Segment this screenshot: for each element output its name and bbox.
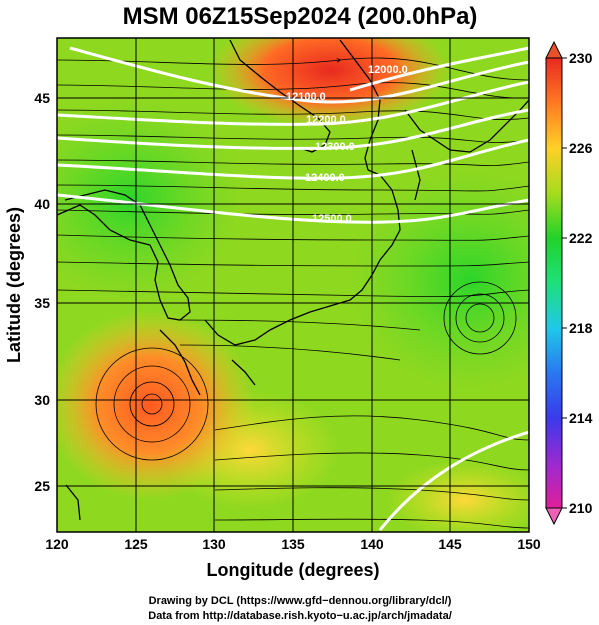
x-tick-label: 130 [202, 536, 226, 552]
coastlines [57, 39, 529, 521]
height-contours [57, 46, 529, 531]
colorbar-tick-label: 210 [569, 500, 593, 516]
y-tick-label: 45 [34, 90, 50, 106]
map-plot-area: 12000.0 12100.0 12200.0 12300.0 12400.0 … [57, 38, 529, 532]
warm-region-north [210, 38, 450, 128]
cool-region [350, 170, 529, 390]
y-tick-label: 30 [34, 392, 50, 408]
x-tick-label: 125 [124, 536, 148, 552]
contour-label: 12500.0 [312, 213, 352, 225]
x-axis-ticks: 120 125 130 135 140 145 150 [45, 536, 541, 552]
map-title: MSM 06Z15Sep2024 (200.0hPa) [123, 3, 478, 30]
x-axis-label: Longitude (degrees) [206, 560, 379, 580]
contour-label: 12400.0 [305, 172, 345, 184]
colorbar-min-triangle [545, 507, 563, 526]
y-tick-label: 35 [34, 295, 50, 311]
y-tick-label: 25 [34, 478, 50, 494]
colorbar-tick-label: 226 [569, 140, 593, 156]
x-tick-label: 135 [281, 536, 305, 552]
colorbar-tick-label: 214 [569, 410, 593, 426]
colorbar-tick-label: 222 [569, 230, 593, 246]
contour-label: 12000.0 [368, 64, 408, 76]
contour-label: 12100.0 [286, 91, 326, 103]
colorbar-scale [545, 57, 563, 509]
contour-label: 12200.0 [306, 114, 346, 126]
x-tick-label: 150 [517, 536, 541, 552]
y-axis-ticks: 25 30 35 40 45 [34, 90, 50, 494]
y-axis-label: Latitude (degrees) [4, 207, 24, 363]
contour-label: 12300.0 [315, 141, 355, 153]
colorbar-max-triangle [545, 40, 563, 59]
grid-lines [57, 38, 529, 532]
credit-drawing: Drawing by DCL (https://www.gfd−dennou.o… [149, 595, 452, 607]
warm-core-typhoon [57, 310, 255, 500]
x-tick-label: 140 [360, 536, 384, 552]
x-tick-label: 120 [45, 536, 69, 552]
plot-frame [56, 37, 530, 533]
x-tick-label: 145 [438, 536, 462, 552]
cool-region [57, 100, 240, 300]
warm-region [385, 460, 529, 532]
colorbar-tick-label: 218 [569, 320, 593, 336]
streamlines [57, 57, 529, 529]
contour-labels: 12000.0 12100.0 12200.0 12300.0 12400.0 … [286, 64, 408, 225]
colorbar-tick-label: 230 [569, 50, 593, 66]
colorbar: 230 226 222 218 214 210 [545, 40, 593, 526]
y-tick-label: 40 [34, 196, 50, 212]
credit-data: Data from http://database.rish.kyoto−u.a… [148, 610, 452, 622]
